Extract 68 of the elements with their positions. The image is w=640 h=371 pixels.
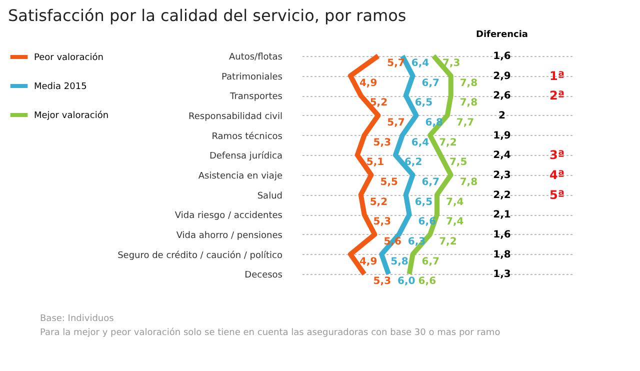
annotation: 2,4 — [493, 150, 511, 162]
data-label: 5,8 — [390, 256, 408, 268]
annotation: 2,9 — [493, 70, 511, 82]
annotation: 2,6 — [493, 90, 511, 102]
annotation: 1,6 — [493, 50, 511, 62]
data-label: 6,5 — [414, 196, 433, 208]
annotation: 2,3 — [493, 170, 511, 181]
data-label: 6,6 — [418, 276, 436, 288]
annotation: 2 — [498, 110, 506, 122]
text: Diferencia — [476, 30, 528, 40]
y-tick-label: Transportes — [229, 92, 283, 102]
data-label: 5,3 — [373, 276, 392, 288]
legend-label: Media 2015 — [34, 82, 87, 92]
data-label: 4,9 — [359, 256, 378, 268]
annotation: 4ª — [549, 168, 565, 182]
y-tick-label: Decesos — [244, 270, 283, 281]
annotation: 3ª — [549, 148, 565, 162]
data-label: 6,2 — [404, 157, 422, 168]
data-label: 5,2 — [370, 98, 388, 109]
y-tick-label: Autos/flotas — [228, 52, 283, 62]
data-label: 6,7 — [422, 256, 440, 268]
data-label: 6,4 — [411, 58, 430, 69]
y-tick-label: Seguro de crédito / caución / político — [118, 250, 283, 261]
data-label: 5,5 — [380, 176, 398, 188]
y-tick-label: Responsabilidad civil — [188, 112, 282, 122]
y-tick-label: Asistencia en viaje — [198, 171, 283, 182]
y-tick-label: Defensa jurídica — [209, 150, 282, 162]
data-label: 7,7 — [456, 117, 474, 128]
y-tick-label: Ramos técnicos — [212, 130, 283, 142]
data-label: 6,0 — [398, 276, 416, 288]
annotation: 1,3 — [493, 269, 511, 280]
annotation: 1,6 — [493, 229, 511, 240]
data-label: 6,4 — [411, 137, 430, 148]
data-label: 6,7 — [422, 176, 440, 188]
annotation: 1ª — [549, 68, 565, 83]
data-label: 7,4 — [446, 196, 464, 208]
data-label: 7,8 — [460, 98, 478, 109]
annotation: 2,1 — [493, 210, 511, 221]
y-tick-label: Vida riesgo / accidentes — [174, 211, 283, 222]
text: Base: Individuos — [40, 314, 114, 324]
data-label: 5,1 — [366, 157, 384, 168]
data-label: 7,4 — [446, 216, 464, 228]
annotation: 5ª — [549, 188, 565, 202]
data-label: 5,3 — [373, 216, 392, 228]
y-tick-label: Salud — [257, 191, 282, 202]
data-label: 7,2 — [439, 236, 457, 248]
chart-title: Satisfacción por la calidad del servicio, por ramos — [8, 6, 406, 25]
data-label: 6,7 — [422, 78, 440, 89]
data-label: 5,3 — [373, 137, 392, 148]
data-label: 5,2 — [370, 196, 388, 208]
data-label: 4,9 — [359, 78, 378, 89]
data-label: 7,2 — [439, 137, 457, 148]
annotation: 1,9 — [493, 130, 511, 142]
y-tick-label: Patrimoniales — [222, 72, 283, 82]
text: Para la mejor y peor valoración solo se tiene en cuenta las aseguradoras con base 30 o mas por ramo — [40, 327, 501, 338]
annotation: 1,8 — [493, 249, 511, 260]
data-label: 7,8 — [460, 176, 478, 188]
data-label: 5,7 — [387, 58, 405, 69]
legend-label: Mejor valoración — [34, 110, 109, 121]
data-label: 7,3 — [442, 58, 460, 69]
legend-label: Peor valoración — [34, 52, 104, 63]
data-label: 5,7 — [387, 117, 405, 128]
data-label: 6,5 — [414, 98, 433, 109]
y-tick-label: Vida ahorro / pensiones — [176, 230, 283, 241]
data-label: 7,5 — [449, 157, 468, 168]
annotation: 2ª — [549, 88, 565, 103]
annotation: 2,2 — [493, 190, 511, 201]
data-label: 7,8 — [460, 78, 478, 89]
